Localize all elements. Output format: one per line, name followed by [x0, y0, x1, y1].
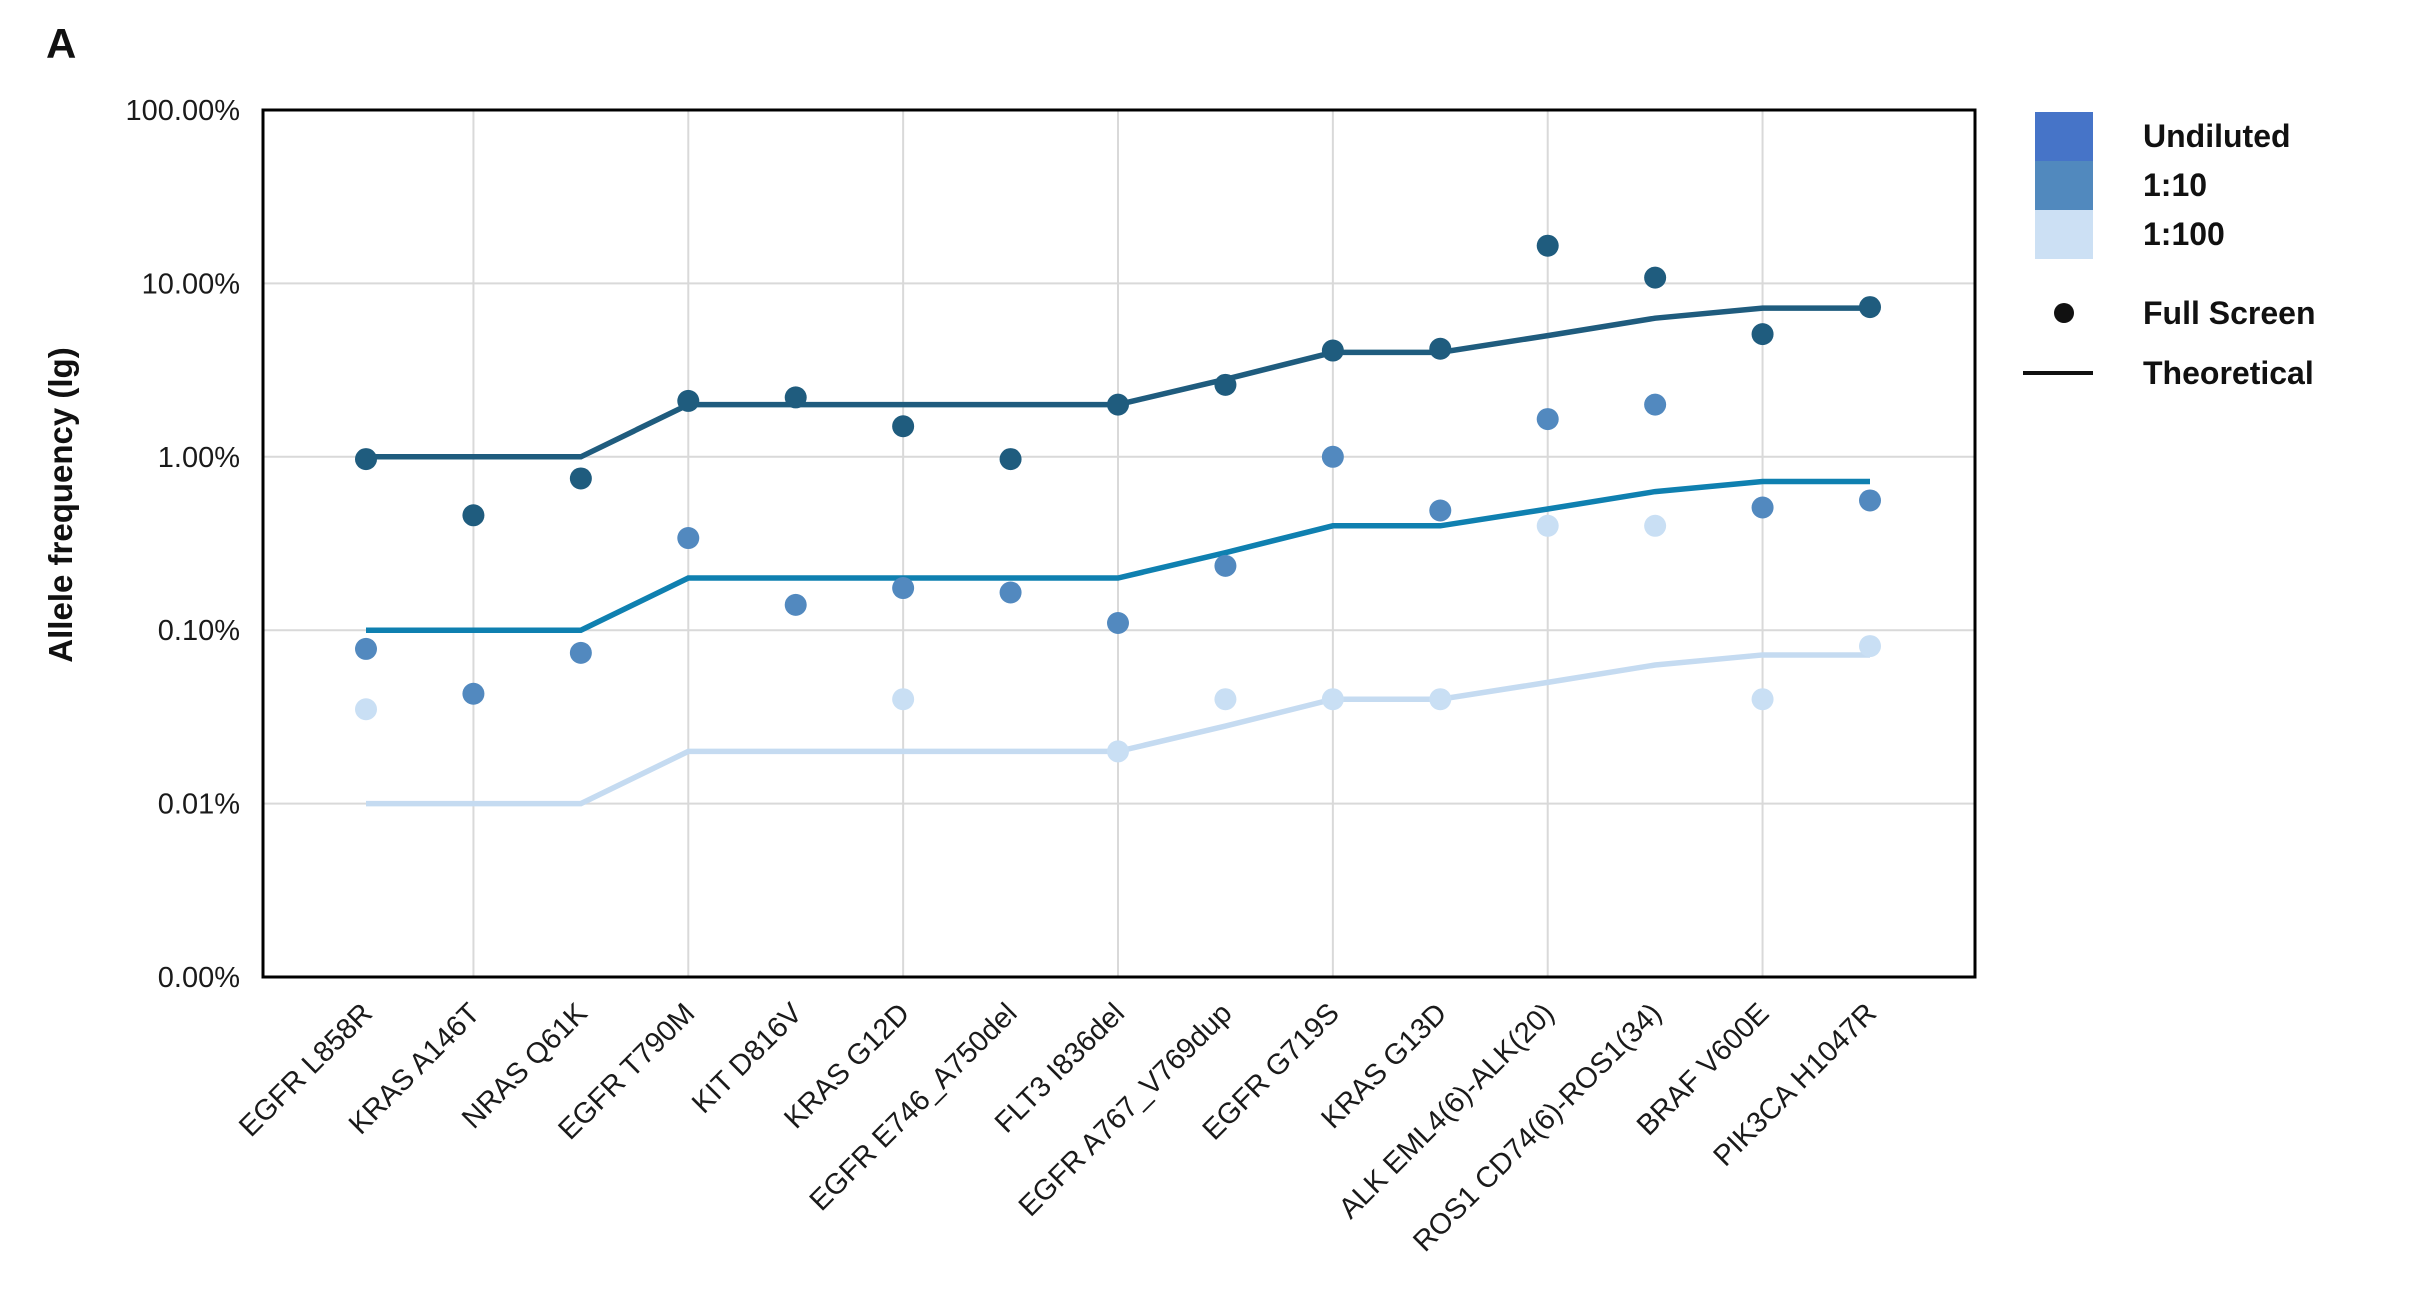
data-point-Undiluted — [1429, 337, 1452, 360]
data-point-1-100 — [1214, 688, 1237, 711]
data-point-Undiluted — [1536, 234, 1559, 257]
data-point-Undiluted — [1107, 393, 1129, 416]
y-tick-label: 1.00% — [158, 442, 240, 474]
y-axis-title: Allele frequency (lg) — [42, 347, 79, 662]
data-point-Undiluted — [569, 467, 592, 490]
undiluted-swatch-icon — [2035, 112, 2093, 161]
data-point-Undiluted — [1644, 266, 1667, 289]
data-point-1-100 — [355, 698, 377, 721]
data-point-1-10 — [1321, 445, 1344, 468]
legend-label-undiluted: Undiluted — [2143, 118, 2291, 154]
data-point-1-100 — [1107, 740, 1129, 763]
legend-item-theoretical: Theoretical — [2023, 348, 2422, 398]
data-point-1-10 — [1429, 499, 1452, 522]
data-point-1-10 — [892, 577, 915, 600]
data-point-1-100 — [1859, 635, 1881, 658]
data-point-Undiluted — [1859, 296, 1881, 319]
legend-item-1-100: 1:100 — [2035, 210, 2422, 259]
data-point-1-100 — [1536, 514, 1559, 537]
legend-item-full-screen: Full Screen — [2035, 288, 2422, 338]
data-point-1-100 — [892, 688, 915, 711]
data-point-1-10 — [1536, 408, 1559, 431]
y-tick-label: 0.10% — [158, 615, 240, 647]
data-point-1-10 — [1107, 612, 1129, 635]
data-point-Undiluted — [892, 415, 915, 438]
legend-item-1-10: 1:10 — [2035, 161, 2422, 210]
data-point-1-100 — [1429, 688, 1452, 711]
legend-item-undiluted: Undiluted — [2035, 112, 2422, 161]
data-point-Undiluted — [355, 448, 377, 471]
data-point-1-100 — [1751, 688, 1774, 711]
legend-label-full-screen: Full Screen — [2143, 294, 2316, 331]
panel-label: A — [46, 20, 77, 67]
data-point-Undiluted — [1321, 339, 1344, 362]
legend-label-1-10: 1:10 — [2143, 167, 2208, 203]
full-screen-marker-cell — [2035, 303, 2093, 323]
data-point-Undiluted — [1214, 373, 1237, 396]
dilution-1-10-swatch-icon — [2035, 161, 2093, 210]
y-tick-label: 0.01% — [158, 789, 240, 821]
data-point-1-10 — [1644, 393, 1667, 416]
data-point-1-10 — [462, 682, 485, 705]
x-tick-label: EGFR A767_V769dup — [1013, 997, 1239, 1223]
legend: Undiluted 1:10 1:100 Full Screen Theoret… — [2023, 112, 2422, 398]
x-tick-label: EGFR E746_A750del — [804, 997, 1024, 1217]
data-point-1-10 — [999, 581, 1022, 604]
theoretical-line-icon — [2023, 371, 2093, 375]
data-point-Undiluted — [999, 448, 1022, 471]
data-point-1-100 — [1644, 514, 1667, 537]
full-screen-dot-icon — [2054, 303, 2074, 323]
x-tick-label: ALK EML4(6)-ALK(20) — [1333, 997, 1561, 1225]
theoretical-line-1-10 — [366, 478, 1870, 633]
plot-border — [261, 108, 1977, 979]
theoretical-marker-cell — [2023, 371, 2093, 375]
data-point-1-10 — [784, 593, 807, 616]
dilution-1-100-swatch-icon — [2035, 210, 2093, 259]
legend-dilution-swatches: Undiluted 1:10 1:100 — [2035, 112, 2422, 259]
data-point-Undiluted — [677, 389, 700, 412]
data-point-Undiluted — [784, 386, 807, 409]
data-point-Undiluted — [1751, 323, 1774, 346]
legend-label-theoretical: Theoretical — [2143, 354, 2314, 391]
data-point-1-10 — [355, 637, 377, 660]
data-point-1-10 — [1751, 496, 1774, 519]
data-point-1-10 — [1214, 554, 1237, 577]
legend-label-1-100: 1:100 — [2143, 216, 2225, 252]
data-point-1-10 — [677, 527, 700, 550]
data-point-1-10 — [1859, 489, 1881, 512]
data-point-1-100 — [1321, 688, 1344, 711]
data-point-1-10 — [569, 641, 592, 664]
y-tick-label: 10.00% — [142, 268, 240, 300]
data-point-Undiluted — [462, 504, 485, 527]
y-tick-label: 100.00% — [126, 95, 241, 127]
y-tick-label: 0.00% — [158, 962, 240, 994]
